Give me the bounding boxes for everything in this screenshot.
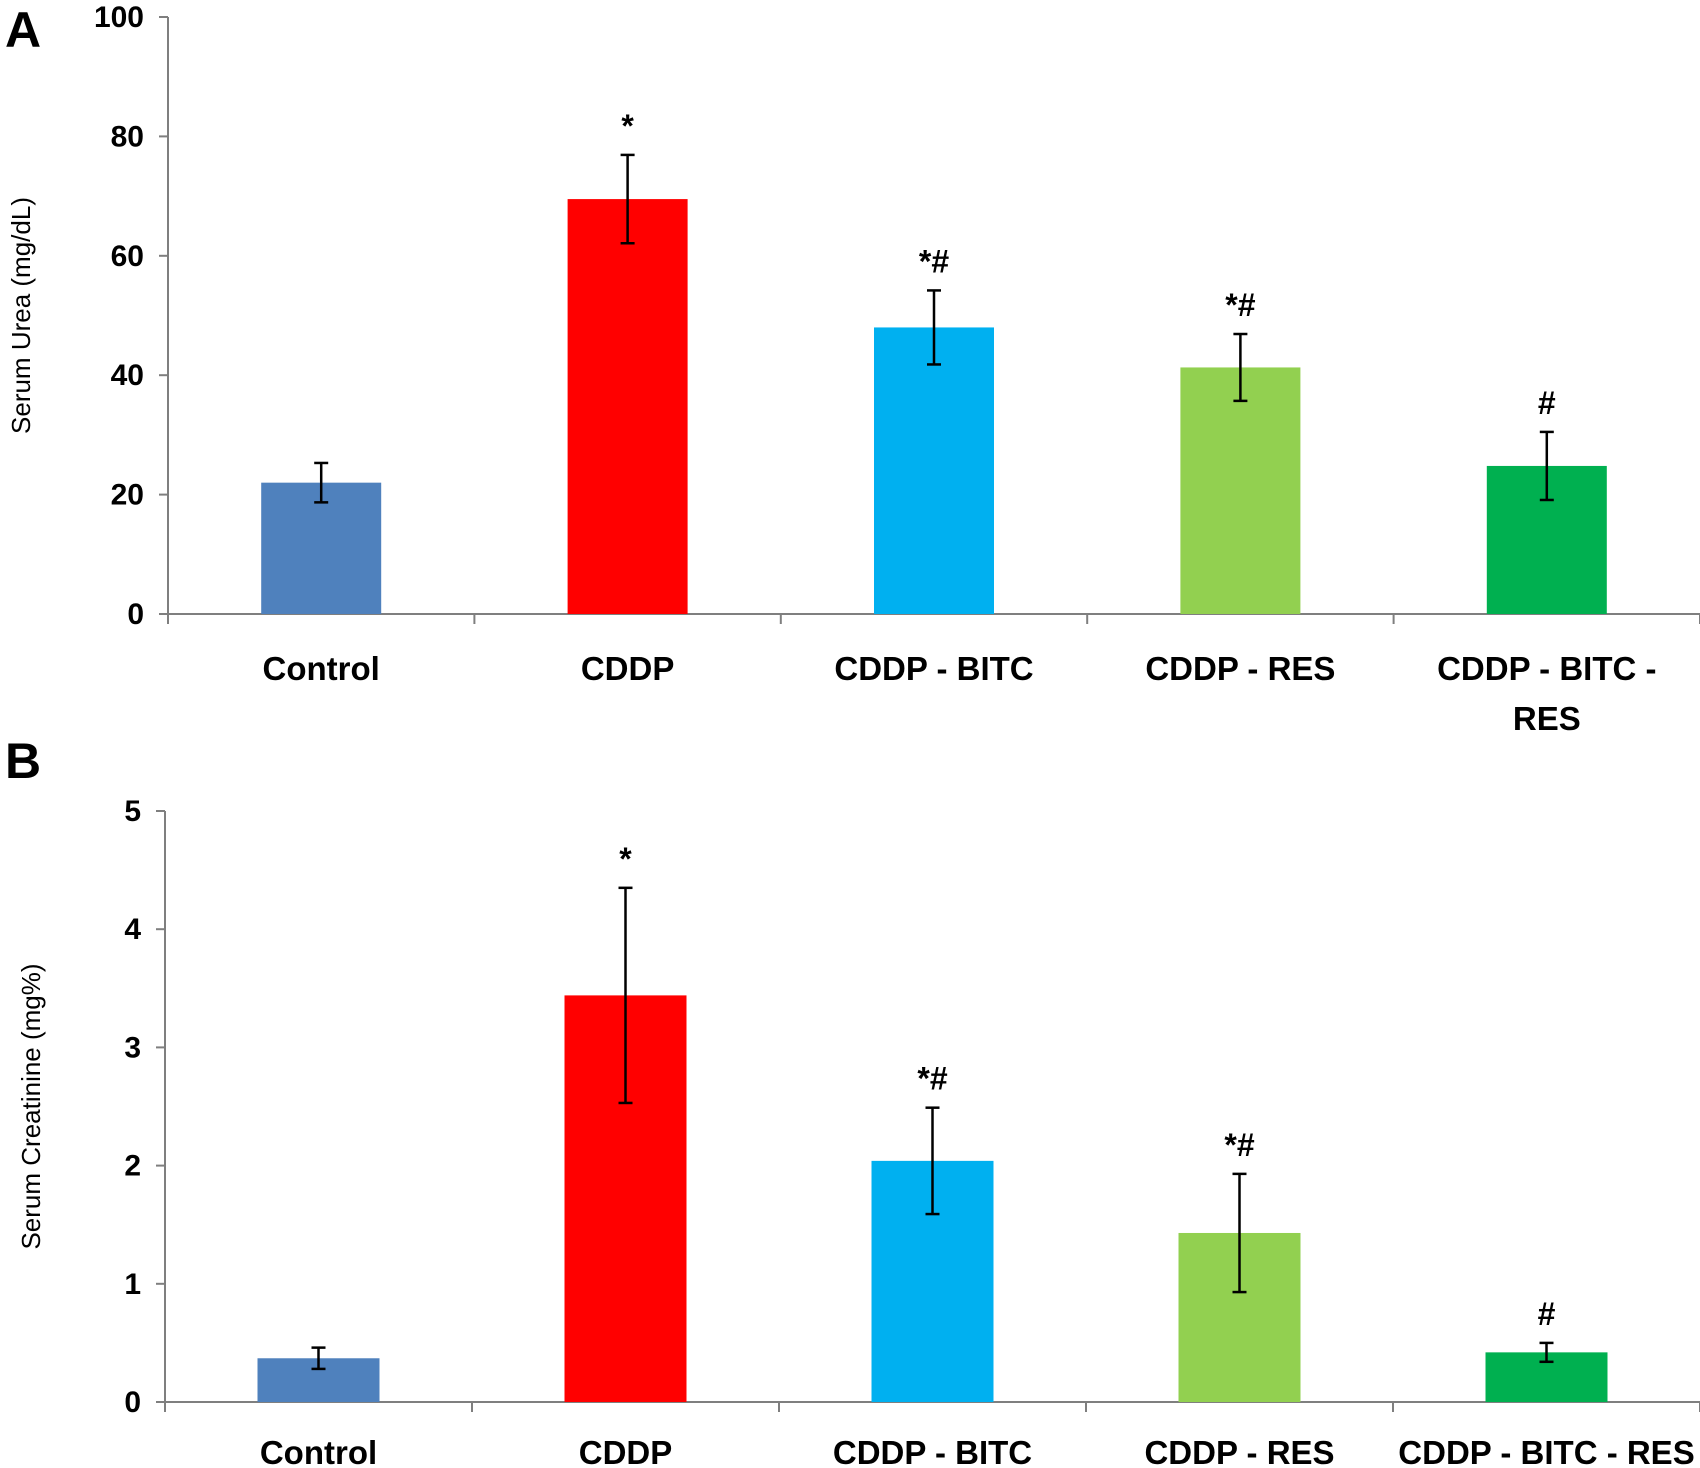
- panel-a-significance-mark: #: [1538, 385, 1556, 421]
- panel-a-category-label: CDDP - BITC - RES: [1437, 650, 1656, 737]
- panel-a-chart: A Serum Urea (mg/dL) 0 20 40 60 80 100 Control * C…: [5, 1, 1700, 737]
- panel-b-category-label-line: CDDP - RES: [1144, 1434, 1334, 1468]
- panel-b-category-label: CDDP - RES: [1144, 1434, 1334, 1468]
- panel-a-y-tick-label: 0: [127, 598, 144, 631]
- panel-a-category-label-line: CDDP - RES: [1145, 650, 1335, 687]
- panel-b-category-label-line: CDDP: [579, 1434, 673, 1468]
- panel-a-category-label-line: CDDP: [581, 650, 675, 687]
- panel-b-y-tick-label: 0: [124, 1386, 141, 1419]
- panel-a-bar: [874, 327, 994, 614]
- panel-a-label: A: [5, 2, 41, 58]
- panel-a-bar: [261, 482, 382, 614]
- panel-a-y-axis-title: Serum Urea (mg/dL): [6, 197, 36, 434]
- panel-b-y-tick-label: 3: [124, 1031, 141, 1064]
- panel-a-significance-mark: *#: [1225, 287, 1255, 323]
- panel-a-bar: [1180, 367, 1301, 614]
- panel-b-category-label: Control: [260, 1434, 377, 1468]
- panel-a-category-label: CDDP - RES: [1145, 650, 1335, 687]
- panel-b-y-tick-label: 1: [124, 1268, 141, 1301]
- panel-b-category-label-line: CDDP - BITC: [833, 1434, 1032, 1468]
- panel-a-y-tick-label: 20: [111, 479, 144, 512]
- panel-a-significance-mark: *: [621, 108, 634, 144]
- panel-a-category-label-line: Control: [263, 650, 380, 687]
- panel-a-y-tick-label: 80: [111, 120, 144, 153]
- panel-a-category-label: CDDP: [581, 650, 675, 687]
- panel-a-y-tick-label: 40: [111, 359, 144, 392]
- panel-b-y-tick-label: 4: [124, 913, 141, 946]
- panel-b-y-axis-title: Serum Creatinine (mg%): [16, 963, 46, 1249]
- panel-a-category-label: CDDP - BITC: [834, 650, 1033, 687]
- panel-b-significance-mark: *#: [1224, 1127, 1254, 1163]
- panel-b-category-label: CDDP - BITC: [833, 1434, 1032, 1468]
- panel-b-significance-mark: *#: [917, 1061, 947, 1097]
- panel-a-category-label-line: CDDP - BITC -: [1437, 650, 1656, 687]
- panel-a-y-tick-label: 60: [111, 240, 144, 273]
- panel-b-category-label: CDDP - BITC - RES: [1398, 1434, 1694, 1468]
- panel-b-category-label-line: CDDP - BITC - RES: [1398, 1434, 1694, 1468]
- panel-b-significance-mark: *: [619, 841, 632, 877]
- panel-b-chart: B Serum Creatinine (mg%) 0 1 2 3 4 5 Control * CDD…: [5, 733, 1700, 1468]
- panel-b-category-label-line: Control: [260, 1434, 377, 1468]
- panel-b-label: B: [5, 733, 41, 789]
- panel-a-category-label-line: CDDP - BITC: [834, 650, 1033, 687]
- panel-b-significance-mark: #: [1538, 1296, 1556, 1332]
- panel-b-y-tick-label: 5: [124, 795, 141, 828]
- panel-a-category-label-line: RES: [1513, 700, 1581, 737]
- panel-b-y-tick-label: 2: [124, 1150, 141, 1183]
- panel-a-significance-mark: *#: [919, 243, 949, 279]
- panel-a-y-tick-label: 100: [94, 1, 144, 34]
- panel-b-category-label: CDDP: [579, 1434, 673, 1468]
- panel-a-category-label: Control: [263, 650, 380, 687]
- panel-a-bar: [567, 199, 688, 614]
